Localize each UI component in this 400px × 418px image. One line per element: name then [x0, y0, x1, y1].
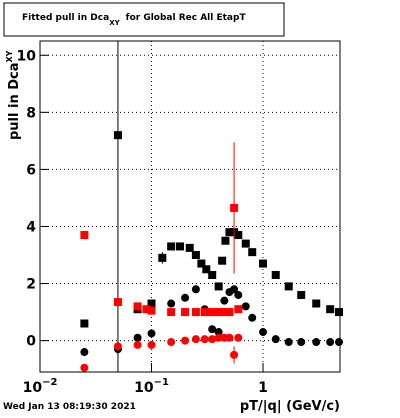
marker-square: [80, 231, 89, 240]
marker-circle: [167, 299, 176, 308]
marker-square: [271, 270, 280, 279]
x-tick-label: 10−2: [23, 377, 58, 396]
marker-square: [167, 308, 176, 317]
marker-square: [284, 282, 293, 291]
x-tick-label-exponent: −2: [42, 377, 57, 388]
marker-square: [208, 270, 217, 279]
marker-circle: [80, 348, 89, 357]
x-tick-label: 10−1: [134, 377, 169, 396]
marker-square: [181, 308, 190, 317]
marker-square: [326, 305, 335, 314]
marker-square: [113, 298, 122, 307]
marker-circle: [225, 333, 234, 342]
marker-circle: [248, 313, 257, 322]
y-tick-label: 6: [26, 162, 36, 178]
y-tick-label: 0: [26, 334, 36, 350]
marker-circle: [80, 363, 89, 372]
marker-square: [147, 299, 156, 308]
marker-square: [225, 308, 234, 317]
marker-circle: [147, 329, 156, 338]
plot-frame: [39, 40, 341, 373]
marker-circle: [167, 338, 176, 347]
marker-circle: [181, 293, 190, 302]
marker-circle: [147, 340, 156, 349]
marker-circle: [234, 290, 243, 299]
marker-circle: [230, 285, 239, 294]
marker-square: [113, 131, 122, 140]
marker-square: [185, 243, 194, 252]
marker-circle: [191, 285, 200, 294]
marker-square: [167, 242, 176, 251]
marker-square: [234, 305, 243, 314]
x-tick-label-exponent: −1: [154, 377, 169, 388]
marker-circle: [200, 335, 209, 344]
marker-square: [335, 308, 344, 317]
marker-square: [221, 236, 230, 245]
marker-square: [241, 239, 250, 248]
marker-circle: [208, 335, 217, 344]
marker-circle: [133, 333, 142, 342]
y-axis-label: pull in DcaXY: [5, 50, 22, 140]
marker-circle: [133, 340, 142, 349]
x-tick-label-base: 10: [23, 380, 43, 396]
marker-square: [234, 231, 243, 240]
marker-square: [133, 302, 142, 311]
marker-circle: [335, 338, 344, 347]
marker-circle: [214, 333, 223, 342]
y-tick-label: 4: [26, 219, 36, 235]
title-box: [3, 2, 285, 37]
marker-square: [214, 282, 223, 291]
marker-circle: [113, 342, 122, 351]
marker-circle: [208, 325, 217, 334]
chart-title: Fitted pull in DcaXY for Global Rec All E…: [22, 13, 246, 27]
marker-square: [175, 242, 184, 251]
y-tick-label: 2: [26, 277, 36, 293]
marker-circle: [326, 338, 335, 347]
marker-square: [297, 290, 306, 299]
marker-square: [147, 306, 156, 315]
marker-square: [142, 305, 151, 314]
marker-square: [312, 299, 321, 308]
x-tick-label-base: 1: [258, 380, 268, 396]
marker-square: [191, 251, 200, 260]
marker-circle: [220, 296, 229, 305]
marker-circle: [181, 336, 190, 345]
footer: Wed Jan 13 08:19:30 2021: [3, 402, 136, 412]
marker-square: [248, 248, 257, 257]
marker-circle: [284, 338, 293, 347]
marker-square: [218, 256, 227, 265]
marker-square: [197, 259, 206, 268]
marker-circle: [297, 338, 306, 347]
marker-circle: [259, 328, 268, 337]
marker-circle: [230, 350, 239, 359]
marker-square: [259, 259, 268, 268]
marker-circle: [312, 338, 321, 347]
marker-square: [214, 308, 223, 317]
y-tick-label: 8: [26, 105, 36, 121]
marker-circle: [241, 302, 250, 311]
marker-square: [230, 203, 239, 212]
marker-square: [220, 308, 229, 317]
marker-square: [158, 253, 167, 262]
marker-square: [191, 308, 200, 317]
marker-square: [200, 308, 209, 317]
marker-square: [225, 228, 234, 237]
y-tick-label: 10: [17, 48, 37, 64]
marker-circle: [271, 335, 280, 344]
x-tick-label-base: 10: [134, 380, 154, 396]
marker-square: [208, 308, 217, 317]
marker-square: [80, 319, 89, 328]
marker-circle: [214, 328, 223, 337]
marker-circle: [234, 333, 243, 342]
marker-circle: [191, 335, 200, 344]
x-tick-label: 1: [258, 380, 268, 396]
x-axis-label: pT/|q| (GeV/c): [240, 399, 340, 414]
marker-square: [202, 265, 211, 274]
